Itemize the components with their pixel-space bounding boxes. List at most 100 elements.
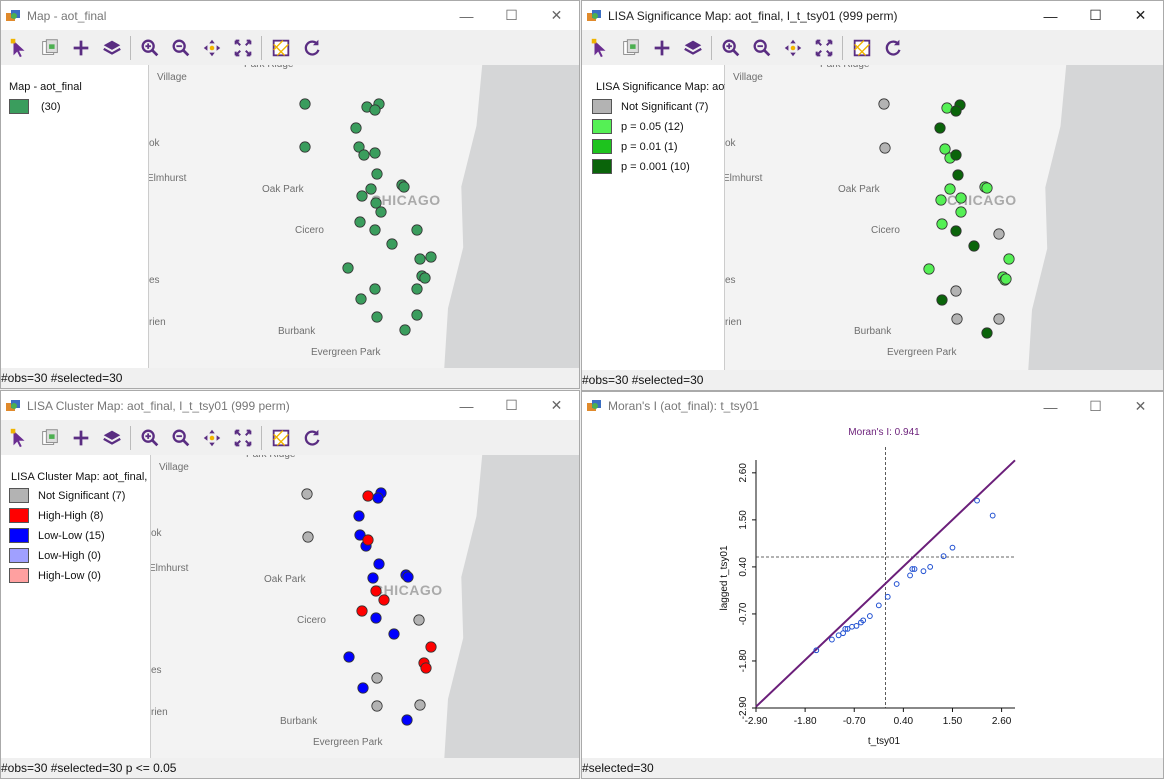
- map-point[interactable]: [981, 182, 993, 194]
- refresh-button[interactable]: [296, 423, 327, 453]
- map-point[interactable]: [419, 272, 431, 284]
- map-point[interactable]: [399, 324, 411, 336]
- map-point[interactable]: [299, 98, 311, 110]
- map-point[interactable]: [936, 218, 948, 230]
- legend-item[interactable]: p = 0.05 (12): [592, 119, 684, 134]
- map-point[interactable]: [370, 612, 382, 624]
- close-button[interactable]: ✕: [550, 7, 563, 23]
- map-point[interactable]: [342, 262, 354, 274]
- map-point[interactable]: [993, 313, 1005, 325]
- map-point[interactable]: [401, 714, 413, 726]
- scatter-point[interactable]: [849, 623, 855, 630]
- map-point[interactable]: [951, 313, 963, 325]
- map-canvas[interactable]: VillagePark RidgeElmhurstOak ParkCiceroC…: [149, 65, 579, 369]
- scatter-point[interactable]: [829, 636, 835, 643]
- minimize-button[interactable]: —: [459, 7, 474, 24]
- map-point[interactable]: [371, 311, 383, 323]
- map-point[interactable]: [350, 122, 362, 134]
- zoom-in-button[interactable]: [134, 33, 165, 63]
- map-point[interactable]: [955, 192, 967, 204]
- selection-copy-button[interactable]: [615, 33, 646, 63]
- layers-button[interactable]: [96, 423, 127, 453]
- pan-button[interactable]: [196, 423, 227, 453]
- pan-button[interactable]: [777, 33, 808, 63]
- map-point[interactable]: [425, 251, 437, 263]
- fit-extent-button[interactable]: [808, 33, 839, 63]
- legend-item[interactable]: (30): [9, 99, 61, 114]
- refresh-button[interactable]: [877, 33, 908, 63]
- map-point[interactable]: [939, 143, 951, 155]
- map-point[interactable]: [367, 572, 379, 584]
- map-point[interactable]: [923, 263, 935, 275]
- map-point[interactable]: [950, 149, 962, 161]
- maximize-button[interactable]: ☐: [1089, 398, 1102, 414]
- map-point[interactable]: [414, 699, 426, 711]
- scatter-point[interactable]: [911, 566, 918, 572]
- map-point[interactable]: [343, 651, 355, 663]
- map-point[interactable]: [369, 104, 381, 116]
- map-point[interactable]: [370, 585, 382, 597]
- select-tool-button[interactable]: [3, 33, 34, 63]
- map-point[interactable]: [371, 700, 383, 712]
- map-point[interactable]: [372, 492, 384, 504]
- scatter-point[interactable]: [840, 630, 846, 637]
- map-point[interactable]: [425, 641, 437, 653]
- map-point[interactable]: [398, 181, 410, 193]
- map-canvas[interactable]: VillagePark RidgeElmhurstOak ParkCiceroC…: [725, 65, 1163, 371]
- map-point[interactable]: [981, 327, 993, 339]
- scatter-point[interactable]: [907, 572, 913, 579]
- close-button[interactable]: ✕: [550, 397, 563, 413]
- map-point[interactable]: [411, 309, 423, 321]
- map-point[interactable]: [356, 605, 368, 617]
- scatter-point[interactable]: [813, 647, 820, 654]
- maximize-button[interactable]: ☐: [505, 7, 518, 23]
- map-point[interactable]: [878, 98, 890, 110]
- legend-item[interactable]: p = 0.01 (1): [592, 139, 678, 154]
- basemap-button[interactable]: [265, 423, 296, 453]
- map-point[interactable]: [362, 490, 374, 502]
- map-point[interactable]: [362, 534, 374, 546]
- map-point[interactable]: [354, 216, 366, 228]
- map-point[interactable]: [944, 183, 956, 195]
- map-canvas[interactable]: VillagePark RidgeElmhurstOak ParkCiceroC…: [151, 455, 579, 760]
- scatter-point[interactable]: [853, 623, 860, 629]
- add-button[interactable]: [65, 33, 96, 63]
- map-point[interactable]: [369, 283, 381, 295]
- map-point[interactable]: [302, 531, 314, 543]
- close-button[interactable]: ✕: [1134, 398, 1147, 414]
- map-point[interactable]: [1000, 273, 1012, 285]
- map-point[interactable]: [353, 510, 365, 522]
- map-point[interactable]: [935, 194, 947, 206]
- map-point[interactable]: [299, 141, 311, 153]
- map-point[interactable]: [375, 206, 387, 218]
- map-point[interactable]: [952, 169, 964, 181]
- moran-titlebar[interactable]: Moran's I (aot_final): t_tsy01 — ☐ ✕: [582, 392, 1163, 420]
- maximize-button[interactable]: ☐: [505, 397, 518, 413]
- minimize-button[interactable]: —: [1043, 7, 1058, 24]
- scatter-point[interactable]: [860, 617, 867, 624]
- scatter-point[interactable]: [835, 632, 842, 639]
- map-point[interactable]: [357, 682, 369, 694]
- legend-item[interactable]: Not Significant (7): [592, 99, 708, 114]
- map-point[interactable]: [411, 283, 423, 295]
- legend-item[interactable]: Not Significant (7): [9, 488, 125, 503]
- map-point[interactable]: [369, 147, 381, 159]
- add-button[interactable]: [65, 423, 96, 453]
- fit-extent-button[interactable]: [227, 423, 258, 453]
- map-point[interactable]: [371, 672, 383, 684]
- legend-item[interactable]: p = 0.001 (10): [592, 159, 690, 174]
- zoom-in-button[interactable]: [134, 423, 165, 453]
- scatter-point[interactable]: [884, 593, 891, 600]
- selection-copy-button[interactable]: [34, 33, 65, 63]
- map-point[interactable]: [934, 122, 946, 134]
- maximize-button[interactable]: ☐: [1089, 7, 1102, 23]
- minimize-button[interactable]: —: [459, 397, 474, 414]
- map-point[interactable]: [413, 614, 425, 626]
- zoom-in-button[interactable]: [715, 33, 746, 63]
- map-point[interactable]: [369, 224, 381, 236]
- map-point[interactable]: [355, 293, 367, 305]
- zoom-out-button[interactable]: [165, 423, 196, 453]
- map-point[interactable]: [993, 228, 1005, 240]
- map-titlebar[interactable]: Map - aot_final — ☐ ✕: [1, 1, 579, 30]
- map-point[interactable]: [370, 197, 382, 209]
